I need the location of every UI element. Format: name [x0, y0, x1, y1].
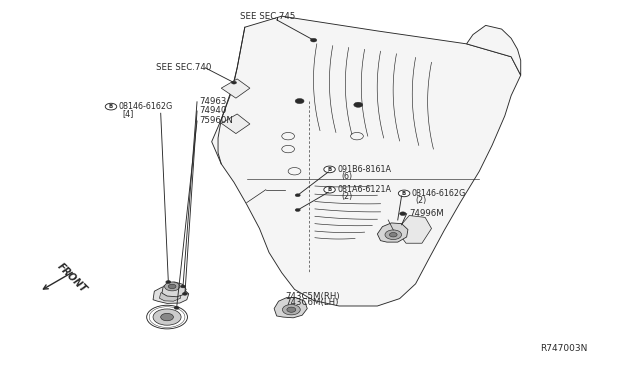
Circle shape — [166, 280, 171, 283]
Circle shape — [390, 232, 397, 237]
Circle shape — [324, 186, 335, 193]
Circle shape — [354, 102, 363, 108]
Text: 743C5M(RH): 743C5M(RH) — [285, 292, 340, 301]
Circle shape — [295, 209, 300, 211]
Circle shape — [295, 99, 304, 104]
Polygon shape — [159, 290, 181, 301]
Text: B: B — [328, 167, 332, 172]
Circle shape — [168, 284, 176, 289]
Text: (2): (2) — [415, 196, 427, 205]
Polygon shape — [212, 16, 521, 306]
Circle shape — [324, 166, 335, 173]
Circle shape — [105, 103, 116, 110]
Text: 08146-6162G: 08146-6162G — [412, 189, 466, 198]
Text: (2): (2) — [341, 192, 352, 201]
Circle shape — [287, 307, 296, 312]
Text: 08146-6162G: 08146-6162G — [118, 102, 173, 111]
Text: SEE SEC.740: SEE SEC.740 — [156, 62, 211, 72]
Text: 74963: 74963 — [199, 97, 227, 106]
Text: R747003N: R747003N — [540, 344, 588, 353]
Polygon shape — [467, 25, 521, 75]
Text: 74996M: 74996M — [409, 209, 444, 218]
Text: 75960N: 75960N — [199, 116, 233, 125]
Polygon shape — [396, 215, 431, 243]
Circle shape — [180, 285, 186, 288]
Text: 091B6-8161A: 091B6-8161A — [337, 165, 391, 174]
Polygon shape — [153, 286, 189, 304]
Circle shape — [153, 309, 181, 325]
Polygon shape — [378, 223, 408, 242]
Text: SEE SEC.745: SEE SEC.745 — [241, 12, 296, 22]
Polygon shape — [274, 298, 307, 318]
Polygon shape — [221, 114, 250, 134]
Circle shape — [164, 282, 180, 291]
Text: (6): (6) — [341, 171, 352, 180]
Circle shape — [385, 230, 401, 240]
Circle shape — [232, 81, 237, 84]
Circle shape — [174, 307, 179, 310]
Text: B: B — [402, 191, 406, 196]
Circle shape — [398, 190, 410, 197]
Text: B: B — [328, 187, 332, 192]
Circle shape — [295, 194, 300, 197]
Text: [4]: [4] — [122, 109, 134, 118]
Text: 74940: 74940 — [199, 106, 227, 115]
Circle shape — [282, 305, 300, 315]
Text: B: B — [109, 104, 113, 109]
Text: 743C6M(LH): 743C6M(LH) — [285, 298, 339, 307]
Circle shape — [310, 38, 317, 42]
Circle shape — [399, 212, 406, 215]
Circle shape — [161, 313, 173, 321]
Text: FRONT: FRONT — [56, 261, 89, 294]
Circle shape — [147, 305, 188, 329]
Circle shape — [182, 292, 188, 295]
Polygon shape — [162, 282, 186, 297]
Polygon shape — [221, 79, 250, 98]
Text: 081A6-6121A: 081A6-6121A — [337, 185, 391, 194]
